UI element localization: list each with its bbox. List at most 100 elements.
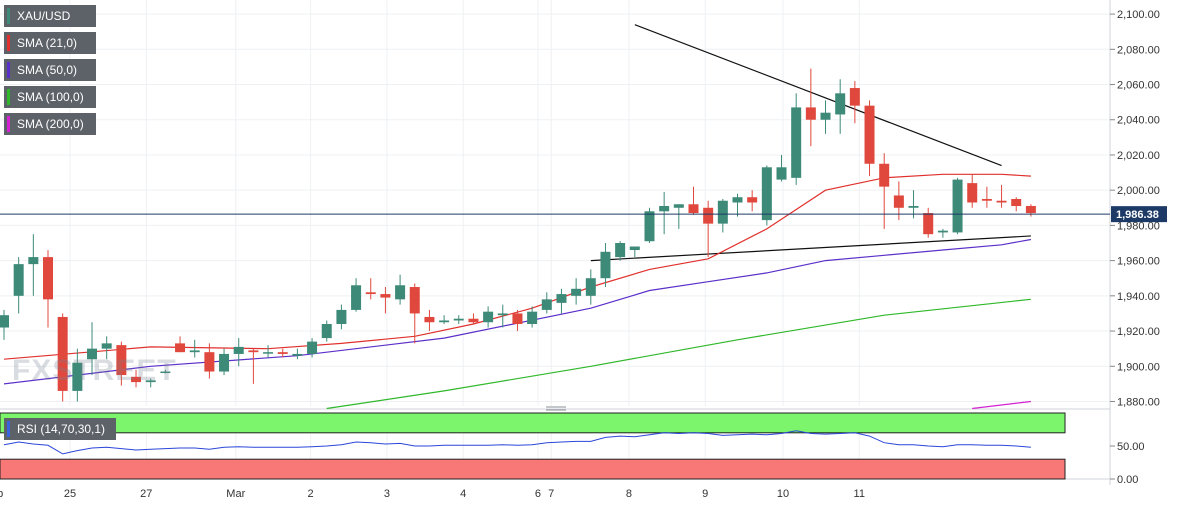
x-tick-label: 9 (702, 488, 708, 500)
legend-sma-100[interactable]: SMA (100,0) (4, 86, 96, 108)
legend-symbol-label: XAU/USD (17, 9, 71, 23)
candle-bull (571, 288, 582, 296)
chart-grid (0, 0, 1110, 480)
legend-sma100-label: SMA (100,0) (17, 90, 84, 104)
last-price-label: 1,986.38 (1116, 209, 1159, 221)
legend-sma-50[interactable]: SMA (50,0) (4, 59, 96, 81)
rsi-zones (0, 412, 1066, 480)
y-tick-label: 1,880.00 (1117, 396, 1160, 408)
candle-bull (673, 204, 684, 208)
candle-bull (835, 93, 846, 115)
candle-bear (864, 105, 875, 164)
candle-bear (468, 318, 479, 323)
candle-bear (893, 195, 904, 208)
candle-bear (43, 257, 54, 300)
y-tick-label: 2,040.00 (1117, 115, 1160, 127)
candle-bear (380, 294, 391, 298)
candle-bear (248, 350, 259, 353)
candle-bear (703, 207, 714, 224)
candle-bear (967, 183, 978, 203)
y-tick-label: 1,960.00 (1117, 256, 1160, 268)
candle-bull (28, 257, 39, 265)
x-tick-label: Feb (0, 488, 3, 500)
candle-bull (263, 352, 274, 354)
legend-sma200-label: SMA (200,0) (17, 117, 84, 131)
candle-bull (307, 341, 318, 354)
trendline-1 (590, 235, 1031, 262)
x-tick-label: 8 (626, 488, 632, 500)
x-tick-label: 7 (548, 488, 554, 500)
candle-bull (541, 299, 552, 310)
rsi-tick-label: 50.00 (1117, 441, 1145, 453)
candle-bull (615, 243, 626, 258)
x-tick-label: 10 (777, 488, 789, 500)
candle-bear (365, 292, 376, 295)
legend-rsi-label: RSI (14,70,30,1) (17, 422, 106, 436)
candle-bull (189, 350, 200, 353)
candle-bull (776, 167, 787, 180)
candle-bear (1025, 206, 1036, 214)
sma-line-0 (3, 173, 1031, 360)
candle-bear (409, 287, 420, 314)
candle-bull (336, 309, 347, 324)
candle-bear (175, 343, 186, 353)
sma100-swatch (7, 89, 10, 105)
sma21-swatch (7, 35, 10, 51)
legend-symbol[interactable]: XAU/USD (4, 5, 96, 27)
y-tick-label: 1,980.00 (1117, 220, 1160, 232)
candle-bull (556, 294, 567, 303)
candle-bull (952, 179, 963, 233)
x-tick-label: 6 (535, 488, 541, 500)
candle-bull (820, 112, 831, 120)
rsi-swatch (7, 421, 10, 437)
last-price-tag (1111, 206, 1167, 223)
candle-bull (13, 264, 24, 296)
legend-sma21-label: SMA (21,0) (17, 36, 78, 50)
candle-bull (629, 246, 640, 251)
candle-bull (292, 353, 303, 356)
sma50-swatch (7, 62, 10, 78)
sma200-swatch (7, 116, 10, 132)
sma-line-3 (972, 400, 1031, 410)
candle-bull (219, 353, 230, 372)
candle-bear (57, 316, 68, 391)
candle-bull (908, 206, 919, 208)
candle-bear (805, 107, 816, 120)
candle-bull (527, 311, 538, 324)
candle-bull (87, 348, 98, 360)
legend-sma-200[interactable]: SMA (200,0) (4, 113, 96, 135)
candle-bear (849, 88, 860, 106)
last-price-marker: 1,986.38 (0, 206, 1167, 223)
symbol-swatch (7, 8, 10, 24)
x-tick-label: 11 (854, 488, 865, 500)
candle-bull (791, 107, 802, 178)
axes: 2,100.00 2,080.00 2,060.00 2,040.00 2,020.00… (0, 0, 1160, 500)
y-tick-label: 1,900.00 (1117, 361, 1160, 373)
candle-bear (512, 313, 523, 324)
trendlines (590, 24, 1031, 262)
candle-bear (1011, 198, 1022, 207)
candle-bear (996, 200, 1007, 203)
candle-bull (717, 200, 728, 224)
candle-bear (688, 204, 699, 214)
legend-sma50-label: SMA (50,0) (17, 63, 78, 77)
candle-bull (72, 362, 83, 391)
rsi-tick-label: 0.00 (1117, 474, 1138, 486)
y-tick-label: 2,100.00 (1117, 9, 1160, 21)
candle-bull (483, 311, 494, 323)
rsi-overbought-zone (0, 412, 1066, 434)
candle-bull (761, 167, 772, 221)
candle-bull (101, 343, 112, 349)
x-tick-label: 27 (140, 488, 152, 500)
rsi-oversold-zone (0, 458, 1066, 480)
legend-rsi[interactable]: RSI (14,70,30,1) (4, 418, 116, 440)
candle-bear (424, 316, 435, 323)
y-tick-label: 2,000.00 (1117, 185, 1160, 197)
legend-sma-21[interactable]: SMA (21,0) (4, 32, 96, 54)
x-tick-label: 25 (64, 488, 76, 500)
candle-bull (659, 206, 670, 212)
candle-bear (116, 345, 127, 376)
candle-bull (439, 320, 450, 323)
candle-bear (747, 197, 758, 203)
